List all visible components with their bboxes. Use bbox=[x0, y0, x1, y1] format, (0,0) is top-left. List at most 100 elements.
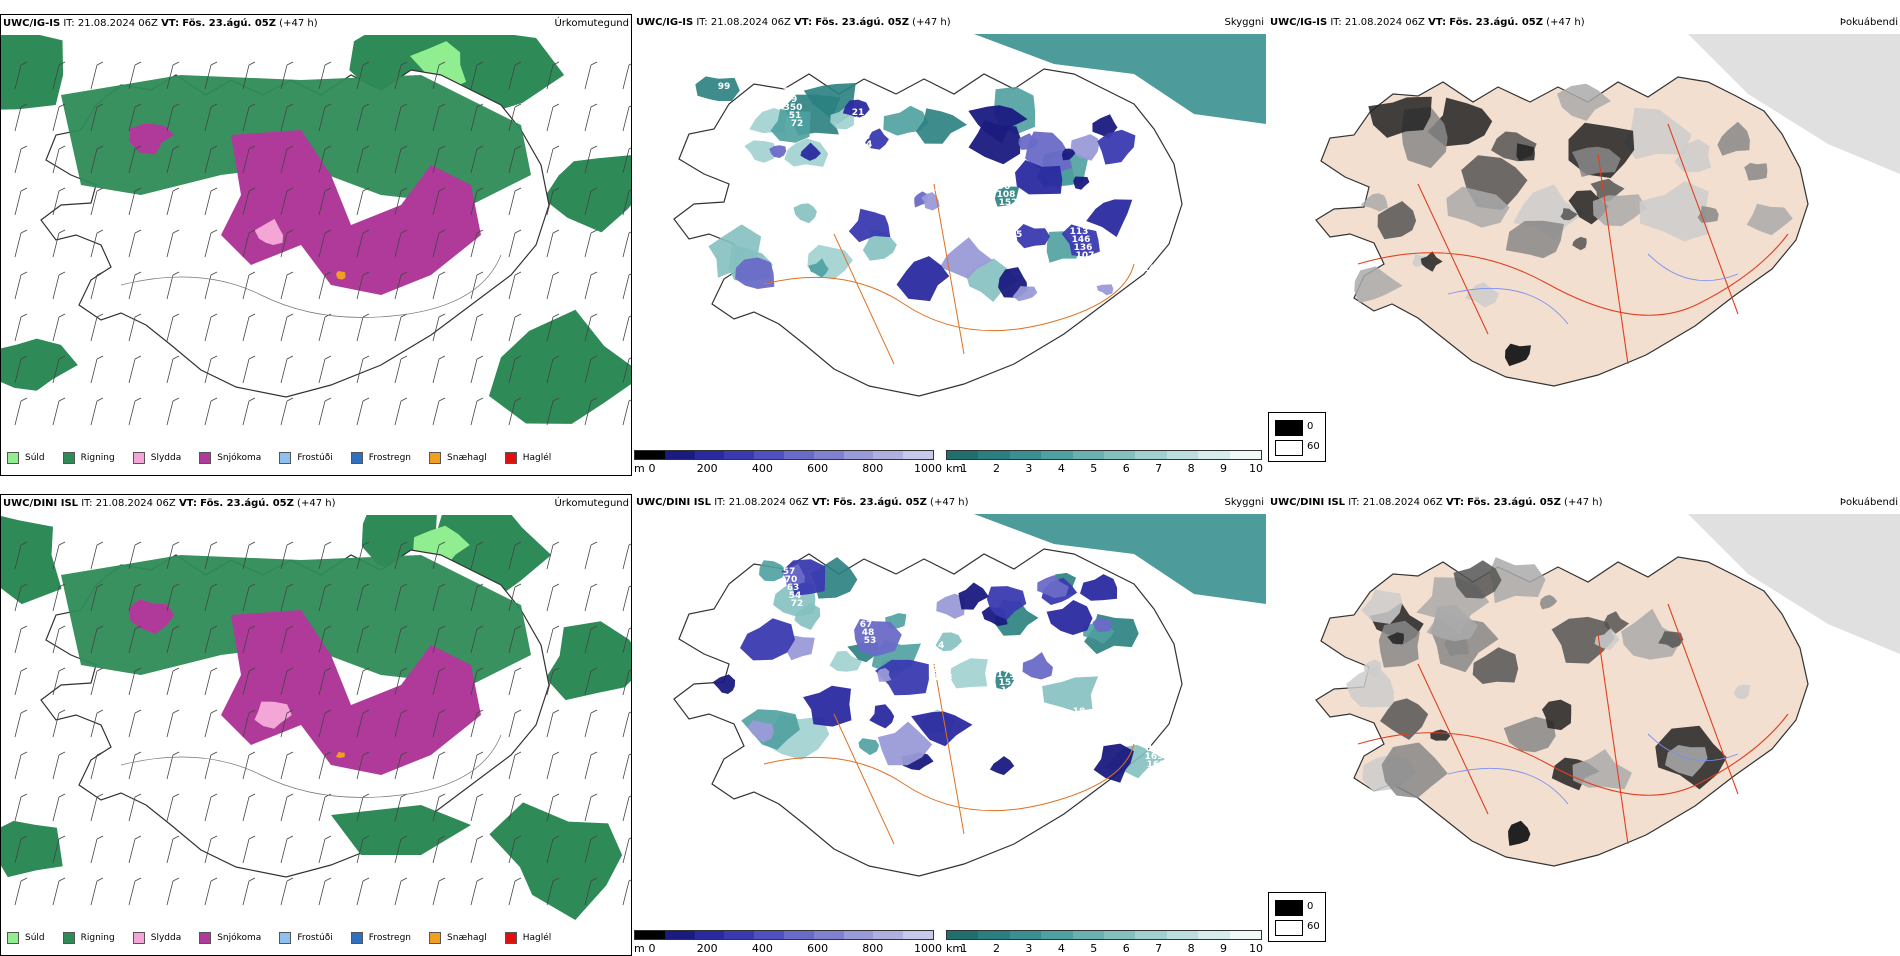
cloud-base-value: 18 bbox=[1073, 707, 1086, 717]
cloud-base-value: 63 bbox=[787, 583, 800, 593]
wind-barb bbox=[52, 64, 60, 90]
wind-barb bbox=[356, 148, 364, 174]
wind-barb bbox=[280, 544, 288, 570]
wind-barb bbox=[622, 670, 630, 696]
wind-barb bbox=[280, 232, 288, 258]
wind-barb bbox=[280, 106, 288, 132]
fog-map bbox=[1268, 34, 1900, 439]
fog-area bbox=[1360, 193, 1388, 212]
cloud-base-value: 90 bbox=[854, 116, 867, 126]
wind-barb bbox=[546, 64, 554, 90]
wind-barb bbox=[90, 586, 98, 612]
wind-barb bbox=[14, 544, 22, 570]
cloud-base-area bbox=[1086, 199, 1133, 237]
valid-time: Fös. 23.ágú. 05Z bbox=[1467, 497, 1561, 508]
wind-barb-flag bbox=[628, 585, 631, 588]
wind-barb-flag bbox=[438, 541, 446, 546]
wind-barb bbox=[166, 316, 174, 342]
wind-barb-flag bbox=[438, 313, 446, 318]
cloud-base-value: 240 bbox=[1143, 264, 1162, 274]
wind-barb bbox=[546, 190, 554, 216]
cloud-base-value: 66 bbox=[1006, 694, 1019, 704]
wind-barb bbox=[52, 358, 60, 384]
wind-barb-flag bbox=[476, 103, 484, 108]
wind-barb bbox=[394, 64, 402, 90]
cloud-base-value: 54 bbox=[789, 591, 802, 601]
precip-legend-item: Frostregn bbox=[350, 452, 411, 464]
wind-barb bbox=[432, 400, 440, 426]
precip-legend-swatch bbox=[132, 452, 145, 464]
sleet-area bbox=[254, 218, 284, 245]
cloud-base-value: 232 bbox=[776, 301, 795, 311]
wind-barb-flag bbox=[400, 271, 408, 276]
wind-barb bbox=[318, 712, 326, 738]
cloud-base-value: 65 bbox=[931, 649, 944, 659]
colorbar-segment bbox=[873, 451, 904, 459]
wind-barb bbox=[622, 880, 630, 906]
panel-header: UWC/IG-IS IT: 21.08.2024 06Z VT: Fös. 23… bbox=[634, 14, 1266, 32]
colorbar-segment bbox=[694, 931, 725, 939]
cloud-base-area bbox=[848, 208, 891, 243]
cloud-base-area bbox=[877, 668, 892, 682]
init-time: IT: 21.08.2024 06Z bbox=[1330, 17, 1425, 28]
precip-legend-item: Frostúði bbox=[279, 452, 333, 464]
wind-barb-flag bbox=[210, 751, 218, 756]
wind-barb-flag bbox=[210, 625, 218, 630]
cloud-panel-top: UWC/IG-IS IT: 21.08.2024 06Z VT: Fös. 23… bbox=[634, 14, 1266, 476]
snow-pellet-area bbox=[335, 751, 345, 758]
colorbar-tick-label: 4 bbox=[1057, 942, 1065, 955]
fog-area bbox=[1513, 184, 1585, 241]
cloud-base-value: 268 bbox=[926, 161, 945, 171]
precip-legend-item: Rigning bbox=[62, 452, 115, 464]
wind-barb bbox=[204, 316, 212, 342]
visibility-area bbox=[974, 514, 1266, 604]
wind-barb bbox=[318, 232, 326, 258]
lead-time: (+47 h) bbox=[912, 17, 951, 28]
model-name: UWC/DINI ISL bbox=[1270, 497, 1346, 508]
valid-label: VT: bbox=[178, 498, 197, 509]
cloud-base-value: 85 bbox=[1146, 744, 1159, 754]
wind-barb bbox=[204, 358, 212, 384]
wind-barb-flag bbox=[248, 541, 256, 546]
cloud-base-value: 10 bbox=[1083, 267, 1096, 277]
precip-legend-swatch bbox=[7, 452, 19, 464]
wind-barb bbox=[394, 796, 402, 822]
cloud-base-area bbox=[1061, 224, 1100, 257]
wind-barb bbox=[622, 400, 630, 426]
wind-barb-flag bbox=[324, 709, 332, 714]
wind-barb bbox=[128, 190, 136, 216]
wind-barb-flag bbox=[286, 583, 294, 588]
wind-barb-flag bbox=[96, 835, 104, 840]
wind-barb-flag bbox=[210, 709, 218, 714]
colorbar bbox=[946, 930, 1262, 940]
visibility-area bbox=[994, 186, 1020, 207]
wind-barb-flag bbox=[286, 313, 294, 318]
wind-barb bbox=[622, 754, 630, 780]
fog-area bbox=[1560, 208, 1578, 221]
wind-barb bbox=[318, 586, 326, 612]
wind-barb-flag bbox=[20, 355, 28, 360]
colorbar-tick-label: 1 bbox=[960, 462, 968, 475]
wind-barb-flag bbox=[438, 145, 446, 150]
wind-barb-flag bbox=[362, 271, 370, 276]
wind-barb bbox=[166, 148, 174, 174]
visibility-area bbox=[883, 105, 929, 136]
wind-barb-flag bbox=[324, 229, 332, 234]
wind-barb-flag bbox=[58, 145, 66, 150]
wind-barb-flag bbox=[96, 187, 104, 192]
wind-barb-flag bbox=[248, 397, 256, 402]
wind-barb-flag bbox=[20, 229, 28, 234]
cloud-base-value: 193 bbox=[853, 604, 872, 614]
wind-barb bbox=[242, 400, 250, 426]
wind-barb-flag bbox=[590, 61, 598, 66]
colorbar-segment bbox=[978, 931, 1010, 939]
wind-barb bbox=[470, 712, 478, 738]
visibility-area bbox=[858, 738, 880, 756]
wind-barb bbox=[280, 64, 288, 90]
wind-barb-flag bbox=[58, 751, 66, 756]
cloud-base-value: 152 bbox=[999, 198, 1018, 208]
wind-barb bbox=[356, 544, 364, 570]
wind-barb-flag bbox=[172, 103, 180, 108]
wind-barb-flag bbox=[172, 229, 180, 234]
wind-barb-flag bbox=[172, 667, 180, 672]
